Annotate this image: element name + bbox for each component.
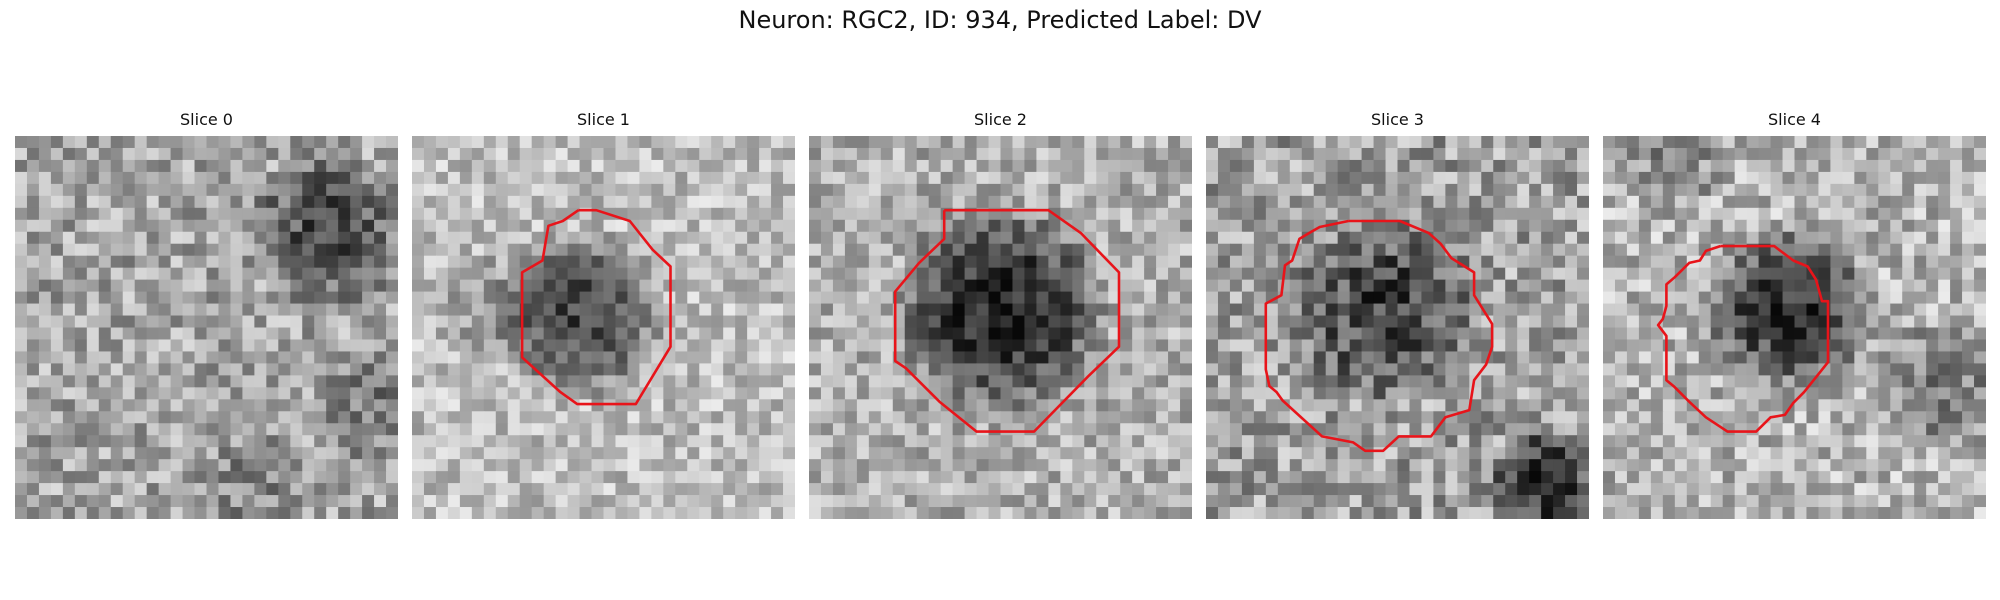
- cell-contour: [1656, 244, 1830, 433]
- cell-contour: [1264, 219, 1494, 453]
- slice-title: Slice 1: [577, 110, 630, 129]
- slice-panel-1: Slice 1: [412, 108, 795, 519]
- slice-panel-3: Slice 3: [1206, 108, 1589, 519]
- slice-image-4: [1603, 136, 1986, 519]
- slice-panel-2: Slice 2: [809, 108, 1192, 519]
- slice-image-2: [809, 136, 1192, 519]
- slice-title: Slice 0: [180, 110, 233, 129]
- slice-title: Slice 4: [1768, 110, 1821, 129]
- figure-title: Neuron: RGC2, ID: 934, Predicted Label: …: [738, 6, 1262, 34]
- slice-image-0: [15, 136, 398, 519]
- slice-panel-4: Slice 4: [1603, 108, 1986, 519]
- slice-title: Slice 3: [1371, 110, 1424, 129]
- cell-contour: [520, 208, 672, 406]
- slice-image-3: [1206, 136, 1589, 519]
- slice-title: Slice 2: [974, 110, 1027, 129]
- slice-panel-0: Slice 0: [15, 108, 398, 519]
- cell-contour: [893, 208, 1121, 433]
- slice-image-1: [412, 136, 795, 519]
